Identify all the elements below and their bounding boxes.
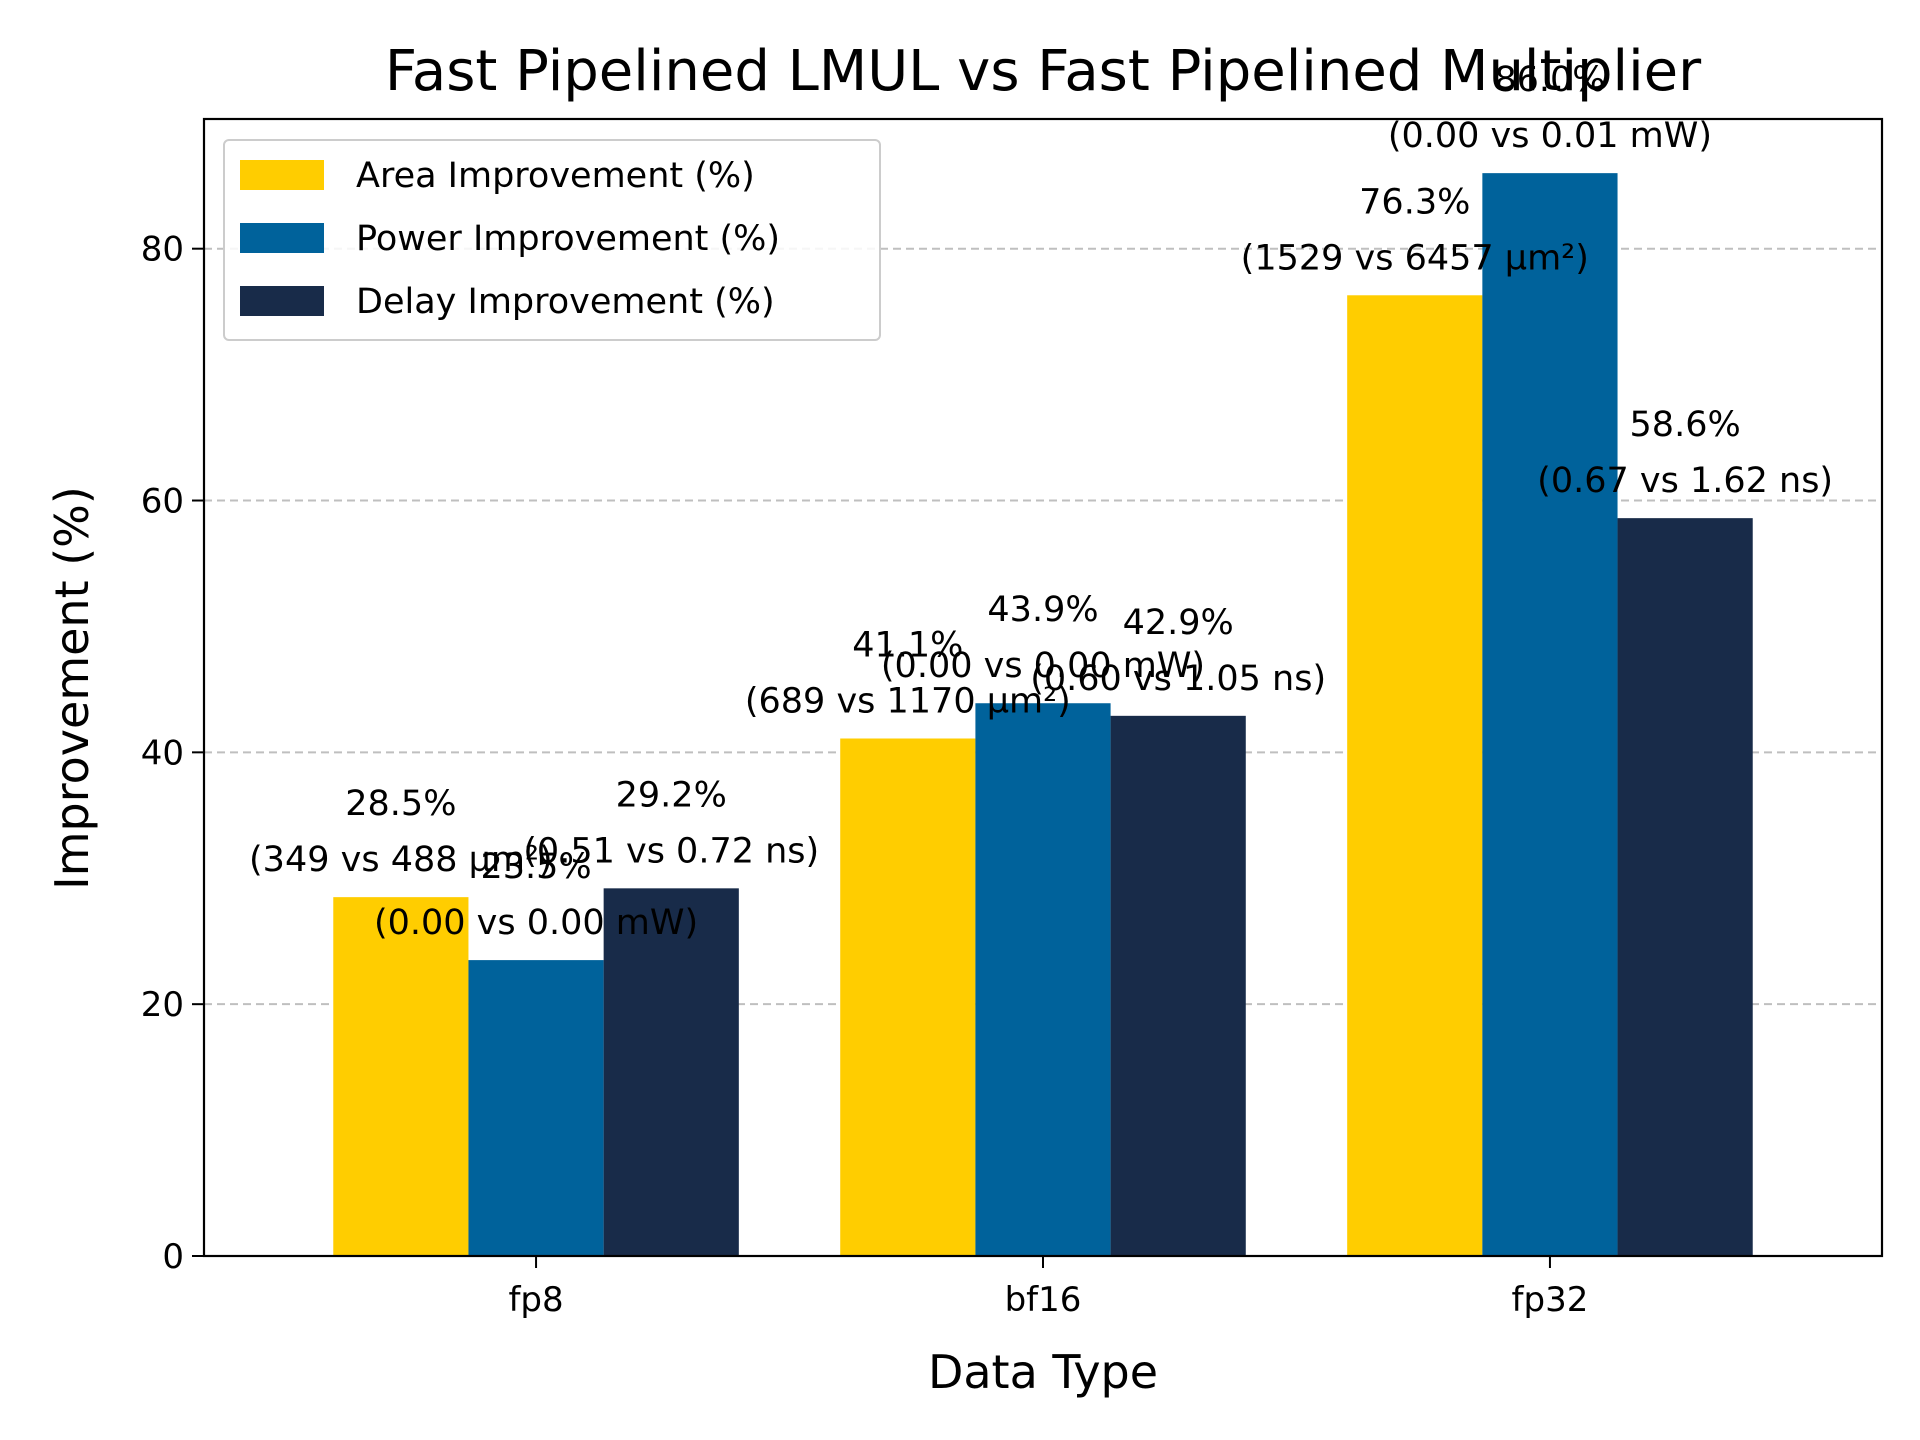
y-tick-label: 40: [141, 733, 184, 773]
legend-swatch: [240, 223, 324, 253]
x-tick-label: bf16: [1005, 1280, 1082, 1320]
bar: [1482, 173, 1618, 1257]
bar-detail-label: (0.00 vs 0.01 mW): [1388, 116, 1712, 156]
x-tick-label: fp32: [1512, 1280, 1589, 1320]
bar-value-labels: 28.5% (349 vs 488 µm²) 41.1% (689 vs 1170 µ…: [249, 60, 1833, 943]
bar: [603, 888, 739, 1256]
bar-value-label: 86.0%: [1494, 60, 1605, 100]
bar-value-label: 29.2%: [616, 775, 727, 815]
y-tick-label: 0: [162, 1237, 184, 1277]
legend-label: Area Improvement (%): [356, 156, 755, 196]
legend-swatch: [240, 160, 324, 190]
bar-detail-label: (689 vs 1170 µm²): [745, 681, 1071, 721]
legend-box: [223, 139, 881, 341]
y-axis-label: Improvement (%): [45, 486, 99, 890]
x-tick-label: fp8: [508, 1280, 563, 1320]
bar: [468, 960, 604, 1256]
bar-value-label: 23.5%: [480, 847, 591, 887]
bar-value-label: 43.9%: [987, 590, 1098, 630]
chart-title: Fast Pipelined LMUL vs Fast Pipelined Mu…: [385, 39, 1702, 104]
bar-value-label: 28.5%: [345, 784, 456, 824]
x-axis: fp8 bf16 fp32: [508, 1256, 1588, 1320]
bar-value-label: 41.1%: [852, 625, 963, 665]
bar-detail-label: (0.00 vs 0.00 mW): [881, 646, 1205, 686]
y-tick-label: 80: [141, 230, 184, 270]
bar-detail-label: (0.51 vs 0.72 ns): [523, 831, 819, 871]
bar: [1617, 518, 1753, 1256]
y-tick-label: 60: [141, 482, 184, 522]
bar-detail-label: (1529 vs 6457 µm²): [1241, 238, 1589, 278]
bar: [975, 703, 1111, 1256]
bar-value-label: 42.9%: [1123, 603, 1234, 643]
bar: [1110, 715, 1246, 1256]
bar-value-label: 58.6%: [1630, 405, 1741, 445]
bar: [1347, 295, 1483, 1257]
bar: [333, 897, 469, 1256]
legend-label: Delay Improvement (%): [356, 282, 775, 322]
bar-detail-label: (0.67 vs 1.62 ns): [1537, 461, 1833, 501]
legend-label: Power Improvement (%): [356, 219, 780, 259]
bar-value-label: 76.3%: [1359, 182, 1470, 222]
x-axis-label: Data Type: [928, 1345, 1158, 1399]
bar-detail-label: (0.00 vs 0.00 mW): [374, 903, 698, 943]
legend-swatch: [240, 286, 324, 316]
bar-detail-label: (0.60 vs 1.05 ns): [1030, 659, 1326, 699]
bar: [840, 738, 976, 1256]
bars: [333, 173, 1753, 1257]
y-tick-label: 20: [141, 985, 184, 1025]
legend: Area Improvement (%) Power Improvement (%…: [223, 139, 881, 341]
bar-detail-label: (349 vs 488 µm²): [249, 840, 553, 880]
y-axis: 0 20 40 60 80: [141, 230, 204, 1277]
